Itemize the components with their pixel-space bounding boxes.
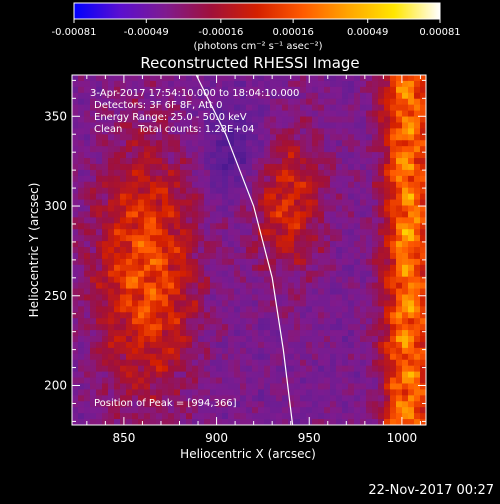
y-tick-label: 300 <box>44 199 67 213</box>
colorbar-tick-label: 0.00049 <box>347 27 388 38</box>
y-tick-label: 350 <box>44 109 67 123</box>
annotation-detectors: Detectors: 3F 6F 8F, Att 0 <box>94 100 222 111</box>
annotation-clean-counts: Clean Total counts: 1.28E+04 <box>94 124 254 135</box>
x-axis-label: Heliocentric X (arcsec) <box>180 447 316 461</box>
colorbar-tick-label: -0.00016 <box>198 27 243 38</box>
annotation-energy-range: Energy Range: 25.0 - 50.0 keV <box>94 112 247 123</box>
timestamp: 22-Nov-2017 00:27 <box>368 483 494 498</box>
y-tick-label: 200 <box>44 379 67 393</box>
plot-frame <box>71 74 427 426</box>
heatmap-image <box>72 75 426 425</box>
colorbar-tick-label: 0.00081 <box>419 27 460 38</box>
colorbar-tick-label: -0.00081 <box>52 27 97 38</box>
colorbar: -0.00081 -0.00049 -0.00016 0.00016 0.00049 0.… <box>52 2 461 52</box>
y-axis-label: Heliocentric Y (arcsec) <box>27 183 41 318</box>
colorbar-tick-label: 0.00016 <box>272 27 313 38</box>
x-tick-label: 850 <box>112 431 135 445</box>
x-tick-label: 950 <box>298 431 321 445</box>
y-tick-label: 250 <box>44 289 67 303</box>
annotation-peak-position: Position of Peak = [994,366] <box>94 398 237 409</box>
colorbar-unit-label: (photons cm⁻² s⁻¹ asec⁻²) <box>193 41 322 52</box>
annotation-time-range: 3-Apr-2017 17:54:10.000 to 18:04:10.000 <box>90 88 299 99</box>
colorbar-gradient <box>73 2 441 20</box>
solar-limb-curve <box>195 75 294 425</box>
colorbar-tick-label: -0.00049 <box>124 27 169 38</box>
x-tick-label: 1000 <box>387 431 418 445</box>
chart-title: Reconstructed RHESSI Image <box>140 54 359 72</box>
x-tick-label: 900 <box>205 431 228 445</box>
